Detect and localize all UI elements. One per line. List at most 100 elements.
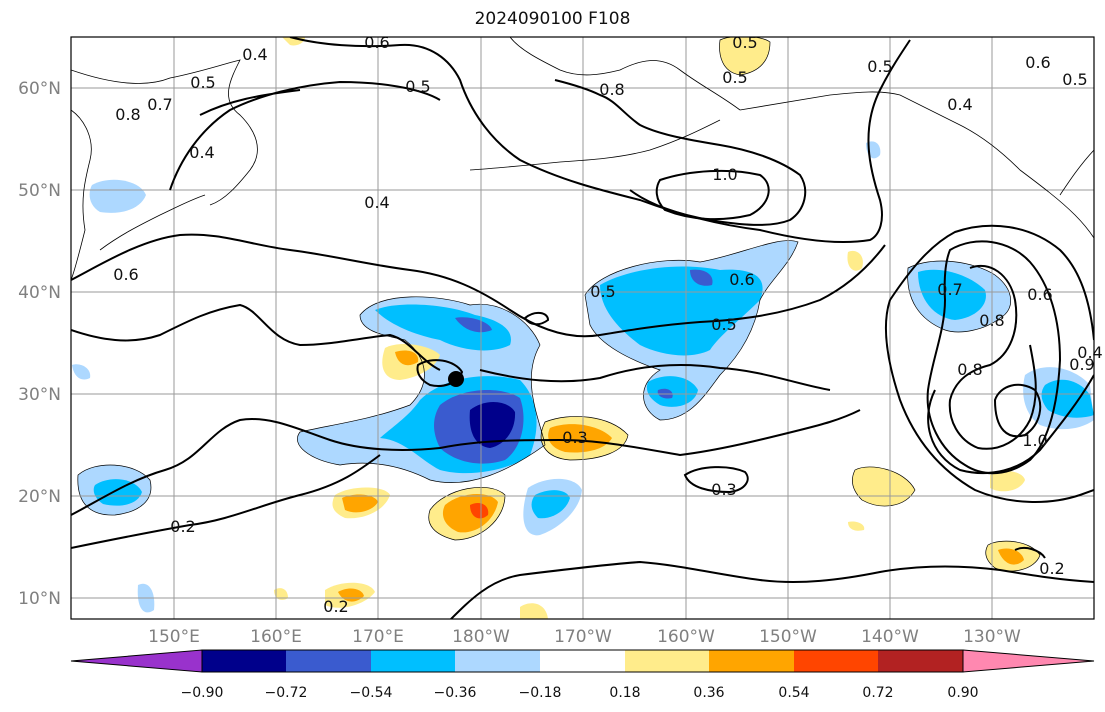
contour-label: 0.5 — [711, 315, 736, 334]
contour-1.0 — [655, 169, 770, 221]
contour-label: 0.8 — [957, 360, 982, 379]
shade-light-blue-nw — [89, 179, 146, 213]
colorbar-segment — [202, 650, 286, 672]
colorbar-tick-labels: −0.90 −0.72 −0.54 −0.36 −0.18 0.18 0.36 … — [181, 685, 979, 701]
colorbar-extend-min — [70, 649, 203, 673]
lon-label: 150°E — [148, 627, 200, 647]
shade-blue-south — [531, 490, 570, 519]
colorbar-tick-label: −0.18 — [519, 685, 562, 701]
shade-light-blue-small3 — [72, 364, 91, 380]
shade-royal-north — [455, 317, 492, 333]
contour-label: 0.9 — [1069, 355, 1094, 374]
colorbar-tick-label: 0.54 — [778, 685, 809, 701]
latitude-labels: 10°N 20°N 30°N 40°N 50°N 60°N — [18, 79, 61, 609]
shade-yellow-small2 — [520, 603, 548, 619]
contour-label: 0.6 — [364, 33, 389, 52]
contour-label: 0.7 — [147, 95, 172, 114]
colorbar-segment — [455, 650, 540, 672]
contour-hawaii — [683, 466, 749, 494]
contour-label: 0.8 — [599, 80, 624, 99]
shade-yellow-small4 — [274, 588, 288, 600]
contour-label: 0.5 — [867, 57, 892, 76]
contour-label: 0.4 — [189, 143, 214, 162]
contour-east-2 — [948, 264, 1037, 450]
lat-label: 40°N — [18, 283, 61, 303]
contour-label: 0.2 — [1039, 559, 1064, 578]
colorbar-tick-label: −0.54 — [350, 685, 393, 701]
lon-label: 130°W — [963, 627, 1021, 647]
contour-0.4 — [71, 303, 1094, 474]
shade-blue-east — [918, 269, 986, 320]
contour-label: 0.5 — [190, 73, 215, 92]
contour-label: 0.6 — [1027, 285, 1052, 304]
colorbar-segment — [709, 650, 794, 672]
coast-alaska-south — [739, 91, 1094, 239]
shaded-anomaly-layer — [72, 37, 1094, 619]
colorbar-segment — [625, 650, 709, 672]
contour-label: 1.0 — [712, 165, 737, 184]
contour-east-outer — [884, 224, 1094, 503]
contour-label: 0.2 — [170, 517, 195, 536]
shade-yellow-small1 — [847, 250, 863, 271]
contour-label: 0.5 — [1062, 70, 1087, 89]
contour-label: 0.3 — [711, 480, 736, 499]
shade-yellow-small3 — [848, 521, 865, 531]
shade-blue-mid — [646, 376, 698, 407]
contour-label: 0.5 — [405, 77, 430, 96]
contour-label: 1.0 — [1022, 431, 1047, 450]
lat-label: 50°N — [18, 181, 61, 201]
contour-label: 0.6 — [729, 270, 754, 289]
contour-0.5 — [71, 233, 886, 338]
coastlines — [71, 37, 1094, 281]
shade-blue-west — [93, 479, 142, 506]
contour-0.2 — [71, 454, 1094, 619]
colorbar-tick-label: 0.72 — [862, 685, 893, 701]
lon-label: 140°W — [861, 627, 919, 647]
colorbar-segment — [371, 650, 455, 672]
contour-label: 0.8 — [979, 311, 1004, 330]
colorbar-extend-max — [962, 649, 1095, 673]
lat-label: 10°N — [18, 589, 61, 609]
contour-label: 0.5 — [722, 68, 747, 87]
contour-0.3 — [71, 409, 861, 516]
shade-orange-east — [998, 548, 1024, 565]
contour-label: 0.5 — [732, 33, 757, 52]
contour-small-central — [523, 312, 550, 326]
shade-blue-main — [375, 304, 511, 351]
coast-alaska-west — [509, 37, 741, 111]
lat-label: 60°N — [18, 79, 61, 99]
shade-orange-south1 — [342, 494, 378, 513]
contour-labels: 0.6 0.5 0.4 0.5 0.4 0.8 0.7 0.5 0.8 0.5 … — [113, 33, 1102, 616]
storm-center-marker — [448, 371, 464, 387]
contour-label: 0.8 — [115, 105, 140, 124]
colorbar — [70, 649, 1095, 673]
shade-outline-layer — [77, 37, 1041, 572]
shade-orange-center — [548, 424, 612, 453]
colorbar-segment — [794, 650, 878, 672]
shade-yellow-north1 — [719, 37, 770, 75]
shade-orange-south2 — [442, 494, 498, 533]
lon-label: 170°W — [554, 627, 612, 647]
contour-label: 0.6 — [1025, 53, 1050, 72]
colorbar-tick-label: −0.72 — [265, 685, 308, 701]
coast-kamchatka — [71, 59, 258, 206]
coast-aleutians — [469, 119, 721, 171]
colorbar-segment — [286, 650, 371, 672]
contour-east-1 — [926, 240, 1062, 475]
colorbar-frame — [201, 649, 964, 673]
lon-label: 150°W — [759, 627, 817, 647]
colorbar-tick-label: −0.36 — [434, 685, 477, 701]
colorbar-tick-label: 0.18 — [609, 685, 640, 701]
shade-royal-central — [690, 269, 713, 286]
map-title: 2024090100 F108 — [474, 9, 631, 29]
shade-blue-central — [600, 266, 763, 356]
contour-east-3 — [993, 383, 1042, 438]
contour-label: 0.5 — [590, 282, 615, 301]
lon-label: 160°W — [657, 627, 715, 647]
contour-small-west — [416, 359, 464, 387]
shade-orange-west — [395, 350, 419, 366]
contour-label: 0.3 — [562, 428, 587, 447]
contour-label: 0.7 — [937, 280, 962, 299]
shade-yellow-east2 — [990, 470, 1025, 492]
